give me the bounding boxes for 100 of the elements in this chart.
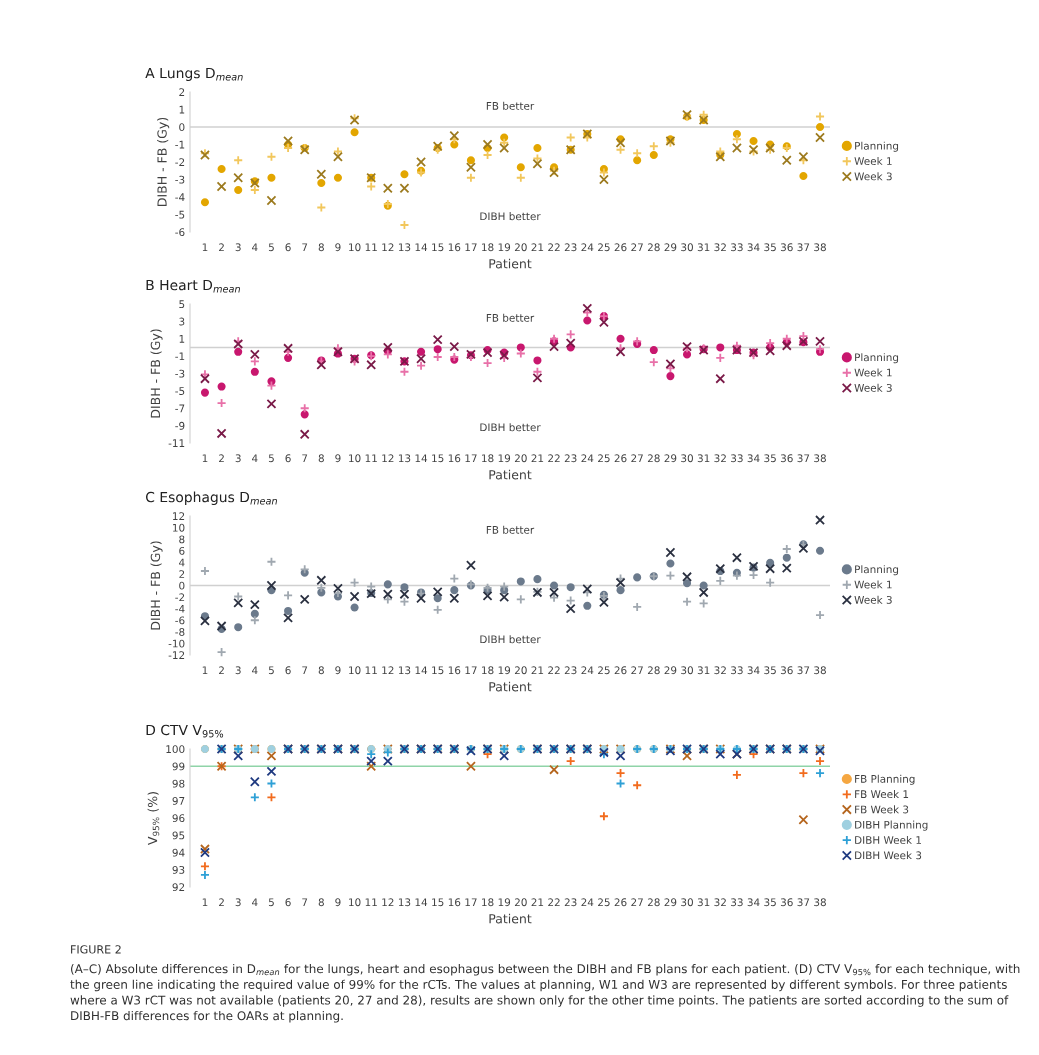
x-tick-label: 35 <box>764 454 776 463</box>
chart-title: A Lungs D$_{mean}$ <box>145 67 243 81</box>
x-tick-label: 30 <box>681 898 693 907</box>
x-tick-label: 7 <box>302 666 308 675</box>
x-tick-label: 7 <box>302 243 308 252</box>
x-tick-label: 18 <box>482 454 494 463</box>
y-tick-label: -8 <box>175 628 185 636</box>
x-tick-label: 22 <box>548 454 560 463</box>
y-tick-label: -4 <box>175 605 185 613</box>
x-tick-label: 24 <box>581 454 594 463</box>
legend-label: FB Week 3 <box>855 805 909 814</box>
x-tick-label: 13 <box>398 243 411 252</box>
annotation: FB better <box>486 313 535 322</box>
y-tick-label: 2 <box>179 88 185 96</box>
x-tick-label: 27 <box>631 243 643 252</box>
x-tick-label: 34 <box>747 243 760 252</box>
x-tick-label: 17 <box>465 666 477 675</box>
x-tick-label: 9 <box>335 243 341 252</box>
y-tick-label: 100 <box>166 745 185 754</box>
x-tick-label: 12 <box>382 243 394 252</box>
x-tick-label: 22 <box>548 243 560 252</box>
y-tick-label: -3 <box>175 175 185 184</box>
y-tick-label: -2 <box>175 158 185 166</box>
legend-label: DIBH Week 3 <box>855 851 922 860</box>
x-tick-label: 36 <box>780 454 793 463</box>
legend-label: Week 3 <box>854 383 892 392</box>
x-tick-label: 25 <box>598 454 610 463</box>
x-tick-label: 38 <box>814 454 826 463</box>
x-tick-label: 28 <box>647 454 660 463</box>
legend-label: Week 1 <box>854 368 892 377</box>
x-tick-label: 33 <box>731 666 743 675</box>
x-tick-label: 34 <box>747 454 760 463</box>
x-tick-label: 16 <box>448 666 461 675</box>
x-tick-label: 29 <box>664 666 677 675</box>
x-tick-label: 6 <box>285 454 291 463</box>
x-tick-label: 11 <box>365 243 377 252</box>
legend-label: FB Week 1 <box>855 790 909 799</box>
annotation: DIBH better <box>480 423 541 432</box>
x-tick-label: 6 <box>285 898 291 907</box>
legend-label: DIBH Week 1 <box>855 835 922 844</box>
x-tick-label: 31 <box>697 243 710 252</box>
x-tick-label: 8 <box>318 666 324 675</box>
x-tick-label: 29 <box>664 898 677 907</box>
x-tick-label: 35 <box>764 898 776 907</box>
x-tick-label: 20 <box>514 454 527 463</box>
x-tick-label: 6 <box>285 666 291 675</box>
y-tick-label: -10 <box>168 639 185 648</box>
x-tick-label: 33 <box>731 454 743 463</box>
x-tick-label: 38 <box>814 898 826 907</box>
x-tick-label: 28 <box>647 898 660 907</box>
x-tick-label: 24 <box>581 898 594 907</box>
caption: FIGURE 2 <box>71 945 121 954</box>
x-tick-label: 32 <box>714 243 726 252</box>
y-tick-label: 96 <box>172 814 185 823</box>
x-tick-label: 37 <box>797 454 810 463</box>
text: (A–C) Absolute differences in D$_{mean}$ for the lungs, heart and esophagus between the DIBH and FB plans for each patient. (D) CTV V$_{95%}$ for each technique, with the green line indicating the required value of 99% for the rCTs. The values at planning, W1 and W3 are represented by different symbols. For three patients where a W3 rCT was not available (patients 20, 27 and 28), results are shown only for the other time points. The patients are sorted according to the sum of DIBH-FB differences for the OARs at planning. <box>70 964 1020 1023</box>
x-tick-label: 25 <box>598 666 610 675</box>
x-tick-label: 7 <box>302 454 308 463</box>
x-tick-label: 11 <box>365 454 377 463</box>
x-tick-label: 9 <box>335 898 341 907</box>
y-tick-label: 94 <box>172 848 185 857</box>
x-tick-label: 5 <box>268 454 274 463</box>
y-tick-label: 0 <box>179 581 185 590</box>
x-tick-label: 14 <box>415 454 428 463</box>
x-tick-label: 32 <box>714 454 726 463</box>
x-tick-label: 2 <box>219 898 224 907</box>
x-tick-label: 25 <box>598 243 610 252</box>
x-tick-label: 23 <box>564 898 577 907</box>
y-tick-label: 10 <box>173 523 185 532</box>
x-tick-label: 13 <box>398 666 411 675</box>
chart-title: B Heart D$_{mean}$ <box>146 279 240 293</box>
x-tick-label: 26 <box>614 898 627 907</box>
y-tick-label: 95 <box>172 831 185 840</box>
x-tick-label: 32 <box>714 898 726 907</box>
y-tick-label: 99 <box>172 762 185 771</box>
x-tick-label: 2 <box>219 243 224 252</box>
legend-label: Week 1 <box>854 580 892 589</box>
chart-title: D CTV V$_{95%}$ <box>146 724 224 738</box>
x-tick-label: 4 <box>252 666 258 675</box>
x-tick-label: 8 <box>318 243 324 252</box>
x-tick-label: 14 <box>415 243 428 252</box>
y-axis-title: DIBH - FB (Gy) <box>157 117 170 206</box>
x-tick-label: 13 <box>398 454 411 463</box>
x-tick-label: 29 <box>664 243 677 252</box>
y-tick-label: -7 <box>175 404 185 413</box>
x-tick-label: 18 <box>482 243 494 252</box>
x-tick-label: 23 <box>564 454 577 463</box>
x-tick-label: 27 <box>631 666 643 675</box>
x-tick-label: 21 <box>531 898 544 907</box>
x-tick-label: 33 <box>731 243 743 252</box>
x-tick-label: 31 <box>697 898 710 907</box>
x-tick-label: 34 <box>747 666 760 675</box>
legend-label: Week 3 <box>854 595 892 604</box>
x-tick-label: 9 <box>335 666 341 675</box>
y-tick-label: 1 <box>179 105 185 114</box>
x-tick-label: 1 <box>202 454 208 463</box>
y-tick-label: 6 <box>179 546 185 555</box>
x-tick-label: 19 <box>498 454 511 463</box>
y-tick-label: -11 <box>168 439 185 447</box>
x-tick-label: 20 <box>514 898 527 907</box>
